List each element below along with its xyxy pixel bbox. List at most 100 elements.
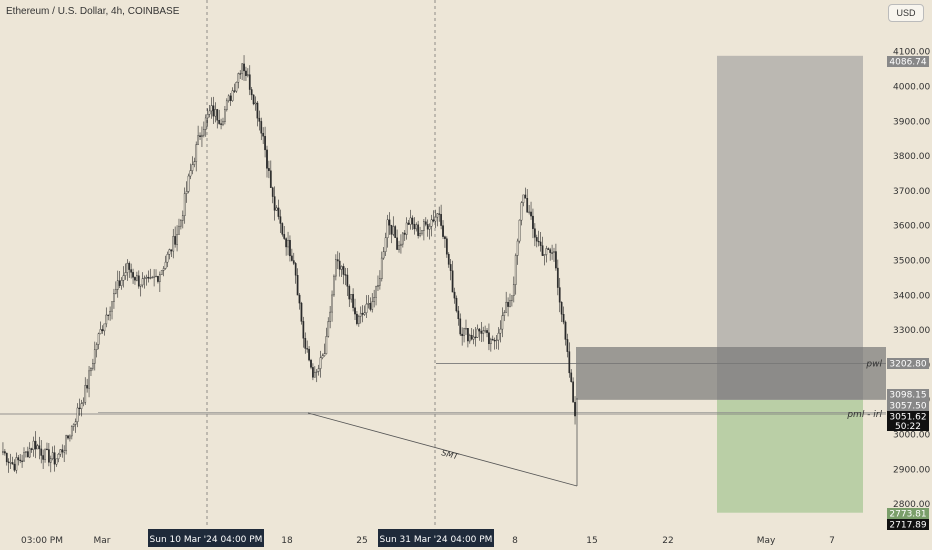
price-label-box (887, 519, 929, 530)
candle-body (379, 278, 381, 286)
candle-body (493, 340, 496, 342)
candle-body (564, 321, 567, 340)
candle-body (509, 300, 511, 307)
candle-body (76, 407, 79, 422)
y-tick-label: 3500.00 (893, 257, 930, 267)
candle-body (310, 359, 312, 368)
candle-body (93, 349, 96, 364)
candle-body (78, 407, 81, 409)
candle-body (245, 70, 247, 76)
candle-body (139, 284, 142, 287)
candle-body (514, 255, 517, 285)
x-tick-label: 03:00 PM (21, 536, 63, 546)
target-zone[interactable] (717, 55, 863, 400)
candle-body (30, 448, 33, 450)
candle-body (193, 161, 196, 165)
candle-body (468, 335, 471, 342)
candle-body (38, 445, 41, 450)
candle-body (400, 243, 402, 246)
candle-body (541, 245, 544, 256)
candle-body (279, 216, 282, 224)
candle-body (553, 251, 555, 253)
candle-body (147, 276, 150, 279)
candle-body (394, 226, 397, 238)
candle-body (574, 402, 576, 417)
candle-body (296, 275, 299, 296)
y-tick-label: 4100.00 (893, 48, 930, 58)
candle-body (357, 315, 360, 324)
candle-body (507, 301, 509, 307)
candle-body (95, 344, 98, 351)
candle-body (417, 224, 420, 236)
candle-body (23, 452, 25, 462)
candle-body (488, 332, 490, 345)
stop-zone[interactable] (717, 399, 863, 513)
candle-body (132, 272, 134, 278)
smt-line[interactable] (307, 412, 578, 487)
candle-body (92, 363, 94, 369)
x-tick-label: 7 (829, 536, 835, 546)
candle-body (111, 301, 113, 312)
candle-body (570, 372, 573, 382)
candle-body (369, 303, 372, 310)
candle-body (556, 267, 559, 288)
candle-body (218, 120, 221, 124)
candle-body (463, 328, 465, 337)
candle-body (141, 278, 144, 286)
candle-body (40, 448, 43, 456)
candle-body (455, 297, 458, 312)
fvg-zone[interactable] (576, 347, 886, 400)
smt-label: SMT (440, 448, 460, 461)
candle-body (151, 277, 154, 279)
x-tick-label: May (757, 536, 776, 546)
candle-body (224, 109, 226, 122)
candle-body (88, 370, 90, 389)
candle-body (19, 459, 22, 462)
candle-body (445, 238, 448, 255)
candle-body (28, 448, 31, 458)
candle-body (386, 219, 389, 239)
candle-body (181, 215, 184, 221)
candle-body (13, 463, 16, 471)
candle-body (476, 328, 479, 338)
candle-body (84, 385, 87, 403)
candle-body (344, 274, 347, 276)
currency-button[interactable]: USD (888, 4, 924, 22)
price-label-box (887, 411, 929, 431)
candle-body (333, 275, 335, 296)
price-label: 2717.89 (889, 521, 926, 531)
candle-body (465, 328, 467, 330)
candle-body (558, 287, 561, 303)
candle-body (470, 335, 473, 340)
candle-body (516, 240, 519, 256)
candle-body (212, 105, 215, 117)
candle-body (388, 219, 391, 226)
candle-body (568, 351, 571, 374)
candle-body (457, 310, 460, 320)
candle-body (451, 270, 454, 293)
candle-body (208, 110, 211, 115)
candle-body (423, 221, 425, 231)
candle-body (32, 440, 35, 450)
crosshair-date-box (148, 529, 264, 547)
candle-body (382, 251, 385, 259)
candle-body (511, 295, 513, 301)
crosshair-date-box (378, 529, 494, 547)
candle-body (478, 328, 481, 332)
candle-body (413, 223, 416, 230)
y-tick-label: 3300.00 (893, 326, 930, 336)
candle-body (258, 117, 261, 122)
candle-body (122, 275, 125, 281)
candle-body (145, 276, 148, 279)
candle-body (312, 367, 314, 378)
candle-body (266, 149, 268, 169)
candle-body (86, 385, 89, 389)
candle-body (384, 237, 387, 252)
candle-body (526, 198, 529, 213)
candle-body (489, 338, 492, 345)
candle-body (116, 280, 119, 290)
candle-body (363, 312, 366, 315)
y-tick-label: 3000.00 (893, 431, 930, 441)
